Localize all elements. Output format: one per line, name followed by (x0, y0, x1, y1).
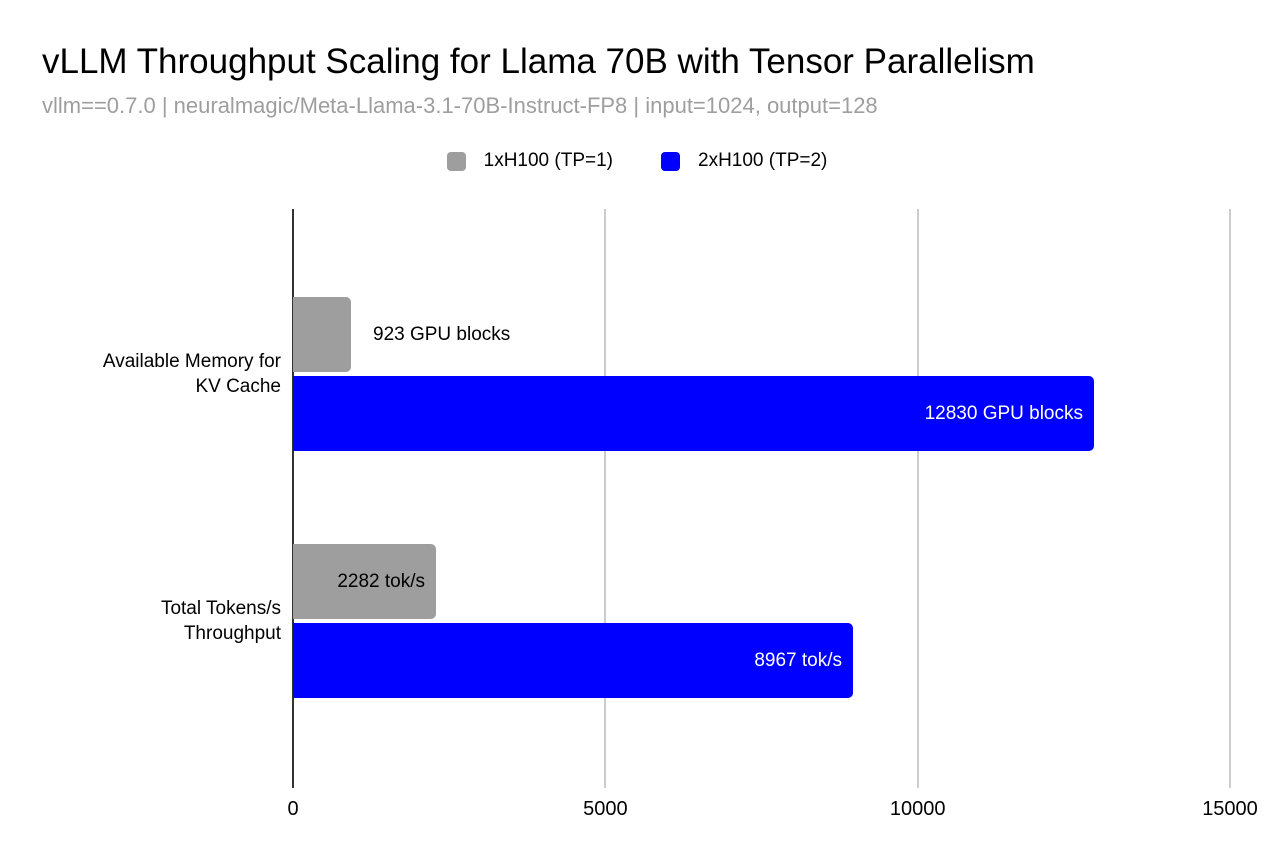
category-label-0: Available Memory for KV Cache (20, 349, 281, 399)
data-label: 12830 GPU blocks (924, 402, 1083, 424)
bar-series-1-category-1: 2282 tok/s (293, 544, 436, 619)
category-label-line: KV Cache (195, 376, 281, 397)
bar-series-2-category-0: 12830 GPU blocks (293, 376, 1094, 451)
chart-subtitle: vllm==0.7.0 | neuralmagic/Meta-Llama-3.1… (42, 93, 878, 118)
series-1-swatch-icon (446, 151, 466, 171)
x-tick-label-10000: 10000 (889, 798, 946, 820)
plot-area: 923 GPU blocks 12830 GPU blocks 2282 tok/s… (292, 209, 1231, 788)
category-label-line: Total Tokens/s (160, 598, 281, 619)
legend-item-series-2: 2xH100 (TP=2) (661, 150, 827, 172)
chart-title: vLLM Throughput Scaling for Llama 70B wi… (42, 42, 1035, 81)
data-label: 8967 tok/s (754, 649, 842, 671)
legend: 1xH100 (TP=1) 2xH100 (TP=2) (0, 150, 1274, 172)
category-label-line: Available Memory for (102, 351, 281, 372)
gridline-15000 (1229, 209, 1231, 788)
x-tick-label-15000: 15000 (1202, 798, 1258, 820)
x-tick-label-0: 0 (287, 798, 299, 820)
category-label-1: Total Tokens/s Throughput (20, 596, 281, 646)
bar-series-1-category-0: 923 GPU blocks (293, 297, 510, 372)
series-2-swatch-icon (661, 151, 680, 171)
legend-label-series-2: 2xH100 (TP=2) (698, 150, 828, 171)
legend-item-series-1: 1xH100 (TP=1) (446, 150, 613, 172)
y-axis-line (292, 209, 294, 788)
legend-label-series-1: 1xH100 (TP=1) (483, 150, 613, 171)
data-label: 923 GPU blocks (373, 323, 511, 345)
bar-series-2-category-1: 8967 tok/s (293, 623, 853, 698)
data-label: 2282 tok/s (337, 570, 425, 592)
gridline-5000 (604, 209, 607, 788)
gridline-10000 (916, 209, 919, 788)
category-label-line: Throughput (183, 623, 281, 644)
x-tick-label-5000: 5000 (583, 798, 628, 820)
